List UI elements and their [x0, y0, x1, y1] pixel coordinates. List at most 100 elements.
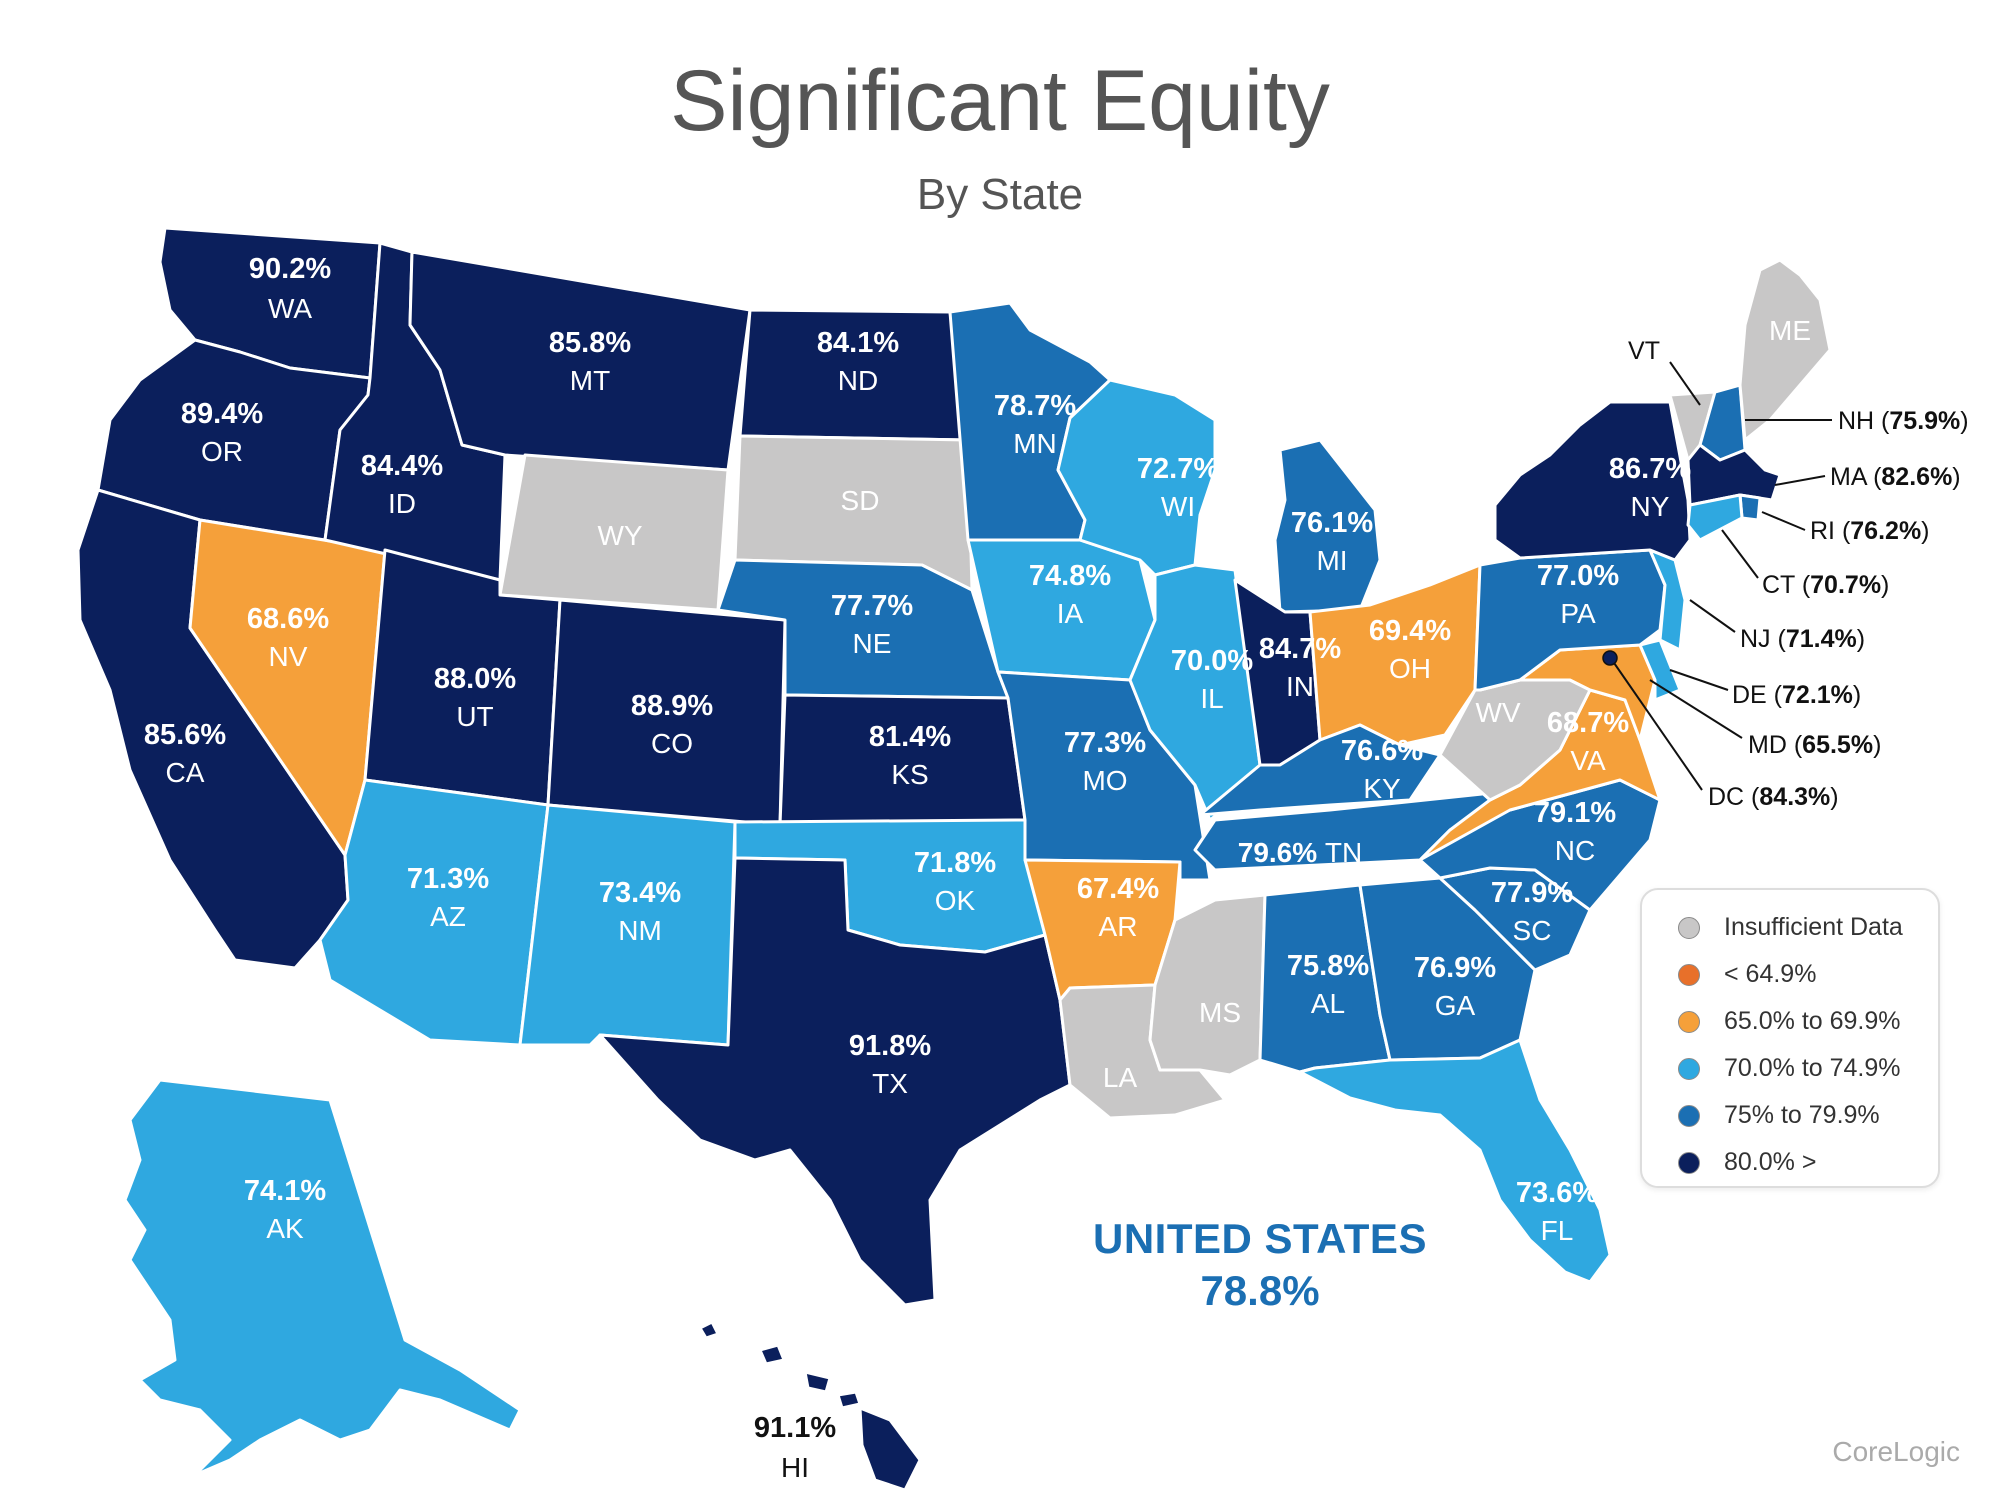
callout-abbr-nj: NJ — [1740, 625, 1771, 653]
state-abbr-me: ME — [1769, 315, 1811, 346]
state-value-ak: 74.1% — [244, 1175, 326, 1207]
state-value-ia: 74.8% — [1029, 560, 1111, 592]
legend-item-75-80: 75% to 79.9% — [1642, 1092, 1938, 1139]
dc-marker — [1602, 650, 1618, 666]
state-hi-2 — [758, 1343, 786, 1366]
state-abbr-ne: NE — [853, 628, 892, 659]
state-ct — [1686, 493, 1744, 542]
leader-lines — [1602, 361, 1832, 791]
legend-label: < 64.9% — [1724, 960, 1817, 988]
callout-value-de: ( — [1767, 681, 1783, 709]
state-value-co: 88.9% — [631, 690, 713, 722]
state-abbr-ia: IA — [1057, 598, 1084, 629]
callout-label-ma: MA (82.6%) — [1830, 463, 1961, 491]
state-abbr-ks: KS — [891, 759, 928, 790]
state-ny — [1493, 400, 1692, 562]
state-abbr-oh: OH — [1389, 653, 1431, 684]
state-abbr-ga: GA — [1435, 990, 1476, 1021]
state-abbr-wy: WY — [597, 520, 642, 551]
state-abbr-sc: SC — [1513, 915, 1552, 946]
state-labels: 90.2% WA 89.4% OR 85.6% CA 68.6% NV 84.4% ID 85.8%… — [144, 253, 1969, 1483]
state-value-va: 68.7% — [1547, 707, 1629, 739]
state-value-oh: 69.4% — [1369, 615, 1451, 647]
leader-line-ct — [1721, 529, 1759, 579]
state-abbr-mt: MT — [570, 365, 610, 396]
callout-label-vt: VT — [1628, 337, 1660, 365]
callout-value-dc: ( — [1744, 783, 1760, 811]
legend-item-80-plus: 80.0% > — [1642, 1139, 1938, 1186]
state-abbr-co: CO — [651, 728, 693, 759]
callout-value-ct: ( — [1795, 571, 1811, 599]
legend-swatch — [1678, 1151, 1700, 1174]
page-title: Significant Equity — [670, 53, 1330, 149]
leader-line-md — [1649, 679, 1743, 739]
state-hi-4 — [836, 1390, 862, 1410]
state-hi-1 — [698, 1320, 720, 1340]
leader-line-nj — [1689, 599, 1736, 633]
state-abbr-sd: SD — [841, 485, 880, 516]
page-subtitle: By State — [916, 170, 1084, 219]
state-abbr-mo: MO — [1082, 765, 1127, 796]
state-value-ky: 76.6% — [1341, 735, 1423, 767]
state-value-al: 75.8% — [1287, 950, 1369, 982]
state-shapes — [76, 226, 1832, 1492]
callout-label-de: DE (72.1%) — [1732, 681, 1861, 709]
state-abbr-nm: NM — [618, 915, 662, 946]
state-abbr-mn: MN — [1013, 428, 1057, 459]
state-value-ut: 88.0% — [434, 663, 516, 695]
leader-line-de — [1669, 669, 1729, 691]
state-label-tn: 79.6% TN — [1238, 837, 1363, 868]
state-il — [1128, 563, 1262, 822]
callout-abbr-ma: MA — [1830, 463, 1868, 491]
state-abbr-la: LA — [1103, 1062, 1138, 1093]
callout-abbr-dc: DC — [1708, 783, 1744, 811]
legend-item-lt65: < 64.9% — [1642, 951, 1938, 998]
callout-abbr-vt: VT — [1628, 337, 1660, 365]
state-mt — [408, 250, 752, 472]
callout-value-ri: ( — [1835, 517, 1851, 545]
state-abbr-or: OR — [201, 436, 243, 467]
national-summary: UNITED STATES 78.8% — [1060, 1215, 1460, 1315]
callout-abbr-ct: CT — [1762, 571, 1795, 599]
state-de — [1638, 638, 1682, 702]
state-value-nm: 73.4% — [599, 877, 681, 909]
state-value-mi: 76.1% — [1291, 507, 1373, 539]
national-name: UNITED STATES — [1093, 1215, 1427, 1262]
callout-label-ct: CT (70.7%) — [1762, 571, 1889, 599]
callout-abbr-md: MD — [1748, 731, 1787, 759]
state-value-pa: 77.0% — [1537, 560, 1619, 592]
state-abbr-wv: WV — [1475, 697, 1520, 728]
state-abbr-tn: TN — [1325, 837, 1362, 868]
callout-label-md: MD (65.5%) — [1748, 731, 1881, 759]
state-abbr-ca: CA — [166, 757, 205, 788]
state-abbr-ky: KY — [1363, 773, 1401, 804]
state-value-hi: 91.1% — [754, 1412, 836, 1444]
legend: Insufficient Data < 64.9% 65.0% to 69.9%… — [1640, 888, 1940, 1188]
state-ms — [1148, 893, 1267, 1077]
state-value-ca: 85.6% — [144, 719, 226, 751]
state-abbr-mi: MI — [1316, 545, 1347, 576]
state-abbr-ny: NY — [1631, 491, 1670, 522]
state-abbr-al: AL — [1311, 988, 1345, 1019]
state-hi-3 — [803, 1370, 832, 1394]
callout-abbr-de: DE — [1732, 681, 1767, 709]
state-abbr-tx: TX — [872, 1068, 908, 1099]
state-abbr-ar: AR — [1099, 911, 1138, 942]
state-abbr-id: ID — [388, 488, 416, 519]
state-value-mo: 77.3% — [1064, 727, 1146, 759]
state-value-il: 70.0% — [1171, 645, 1253, 677]
callout-label-nh: NH (75.9%) — [1838, 407, 1969, 435]
state-value-or: 89.4% — [181, 398, 263, 430]
state-value-ar: 67.4% — [1077, 873, 1159, 905]
state-value-fl: 73.6% — [1516, 1177, 1598, 1209]
state-value-wi: 72.7% — [1137, 453, 1219, 485]
state-value-sc: 77.9% — [1491, 877, 1573, 909]
state-value-ne: 77.7% — [831, 590, 913, 622]
state-abbr-ut: UT — [456, 701, 493, 732]
legend-label: 80.0% > — [1724, 1148, 1817, 1176]
callout-value-nh: ( — [1874, 407, 1890, 435]
state-abbr-ok: OK — [935, 885, 976, 916]
state-value-ny: 86.7% — [1609, 453, 1691, 485]
state-abbr-ak: AK — [266, 1213, 304, 1244]
